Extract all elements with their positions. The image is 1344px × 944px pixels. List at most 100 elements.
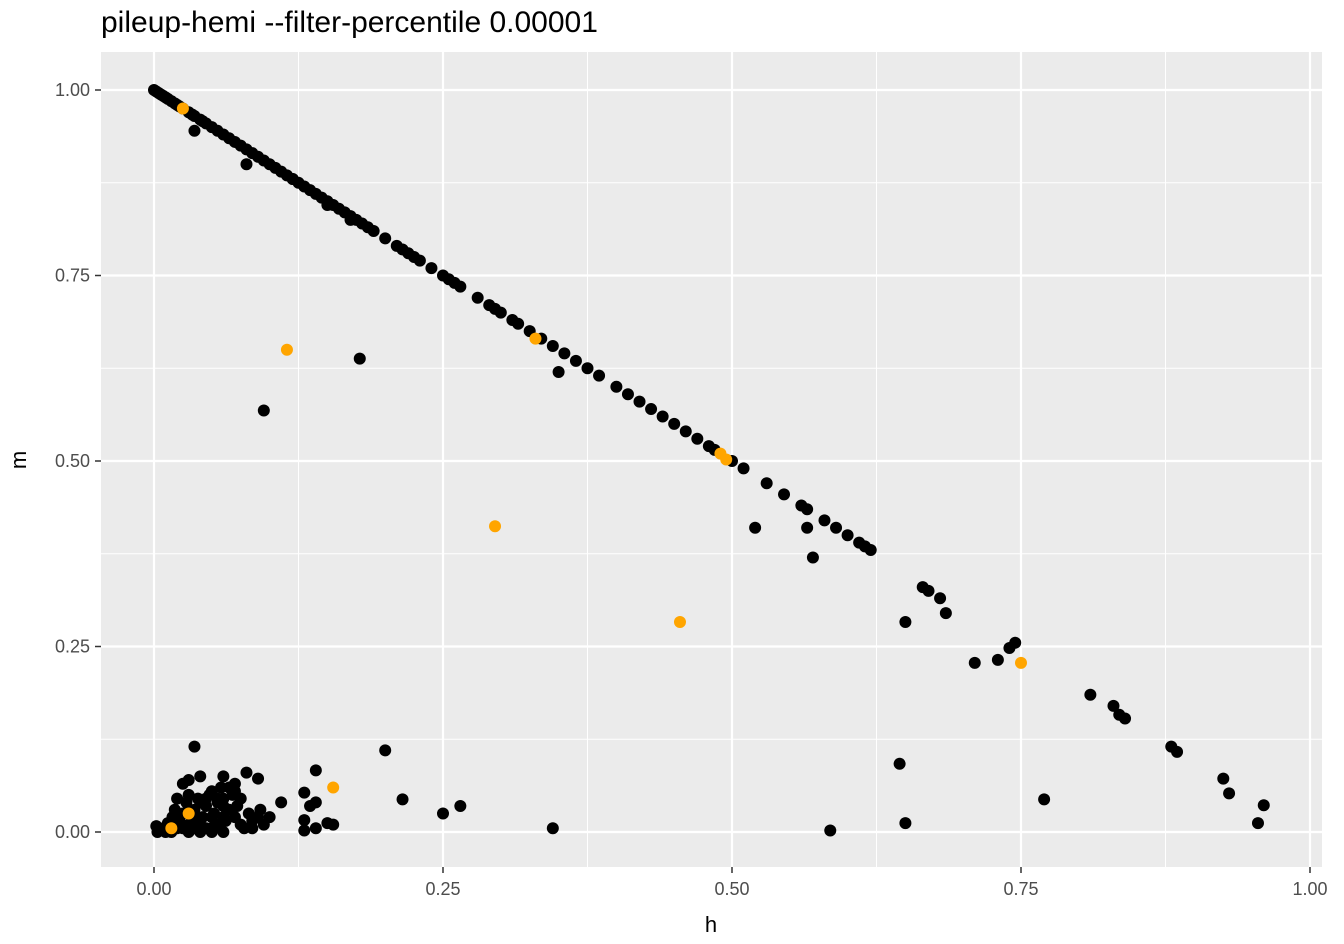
data-point <box>893 757 906 770</box>
data-point <box>806 551 819 564</box>
y-axis-title: m <box>6 451 31 469</box>
data-point <box>991 653 1004 666</box>
data-point <box>1015 656 1027 669</box>
data-point <box>286 173 299 186</box>
data-point <box>211 792 224 805</box>
data-point <box>217 811 230 824</box>
data-point <box>205 811 218 824</box>
data-point <box>621 388 634 401</box>
data-point <box>512 317 525 330</box>
data-point <box>309 764 322 777</box>
data-point <box>899 616 912 629</box>
data-point <box>801 521 814 534</box>
data-point <box>194 826 207 838</box>
data-point <box>864 544 877 557</box>
data-point <box>668 417 681 430</box>
data-point <box>679 425 692 438</box>
data-point <box>529 332 542 345</box>
data-point <box>217 826 230 838</box>
data-point <box>824 824 837 837</box>
x-axis-title: h <box>705 912 717 937</box>
data-point <box>899 817 912 830</box>
data-point <box>182 807 195 820</box>
y-tick-label: 0.25 <box>55 637 90 657</box>
data-point <box>188 740 201 753</box>
data-point <box>801 503 814 516</box>
data-point <box>298 786 311 799</box>
data-point <box>673 616 686 629</box>
data-point <box>968 656 981 669</box>
data-point <box>1009 636 1022 649</box>
data-point <box>841 529 854 542</box>
data-point <box>939 607 952 620</box>
data-point <box>240 158 253 171</box>
y-tick-label: 0.75 <box>55 266 90 286</box>
x-tick-label: 0.75 <box>1003 879 1038 899</box>
data-point <box>1217 772 1230 785</box>
data-point <box>934 592 947 605</box>
data-point <box>1084 688 1097 701</box>
data-point <box>471 291 484 304</box>
data-point <box>778 488 791 501</box>
data-point <box>196 811 209 824</box>
data-point <box>454 800 467 813</box>
chart-title: pileup-hemi --filter-percentile 0.00001 <box>101 6 598 39</box>
data-point <box>1119 712 1132 725</box>
data-point <box>246 822 259 835</box>
data-point <box>205 826 218 838</box>
x-tick-label: 0.25 <box>425 879 460 899</box>
data-point <box>257 404 270 417</box>
data-point <box>1038 793 1051 806</box>
data-point <box>176 102 189 115</box>
data-point <box>252 772 265 785</box>
data-points <box>148 84 1270 838</box>
data-point <box>379 744 392 757</box>
data-point <box>922 584 935 597</box>
data-point <box>546 339 559 352</box>
data-point <box>737 462 750 475</box>
data-point <box>171 792 184 805</box>
data-point <box>1251 817 1264 830</box>
axis-ticks <box>95 89 1311 873</box>
data-point <box>489 520 502 533</box>
data-point <box>309 796 322 809</box>
x-tick-label: 0.00 <box>136 879 171 899</box>
data-point <box>298 814 311 827</box>
data-point <box>413 254 426 267</box>
data-point <box>720 453 733 466</box>
x-tick-label: 1.00 <box>1292 879 1327 899</box>
data-point <box>182 826 195 838</box>
data-point <box>353 352 366 365</box>
data-point <box>558 347 571 360</box>
data-point <box>437 807 449 820</box>
data-point <box>309 822 322 835</box>
data-point <box>327 818 340 831</box>
data-point <box>194 770 207 783</box>
data-point <box>234 792 247 805</box>
y-tick-label: 0.50 <box>55 451 90 471</box>
data-point <box>645 403 658 416</box>
data-point <box>275 796 288 809</box>
data-point <box>344 213 357 226</box>
data-point <box>633 395 646 408</box>
data-point <box>691 432 704 445</box>
data-point <box>280 343 293 356</box>
data-point <box>1257 799 1270 812</box>
data-point <box>240 766 253 779</box>
data-point <box>379 232 392 245</box>
data-point <box>327 781 340 794</box>
data-point <box>367 224 380 237</box>
data-point <box>749 521 762 534</box>
x-tick-label: 0.50 <box>714 879 749 899</box>
data-point <box>581 362 594 375</box>
data-point <box>257 818 270 831</box>
data-point <box>1223 787 1236 800</box>
data-point <box>298 824 311 837</box>
data-point <box>176 777 189 790</box>
data-point <box>830 521 843 534</box>
y-tick-label: 0.00 <box>55 822 90 842</box>
data-point <box>569 354 582 367</box>
data-point <box>454 280 467 293</box>
data-point <box>188 124 201 137</box>
